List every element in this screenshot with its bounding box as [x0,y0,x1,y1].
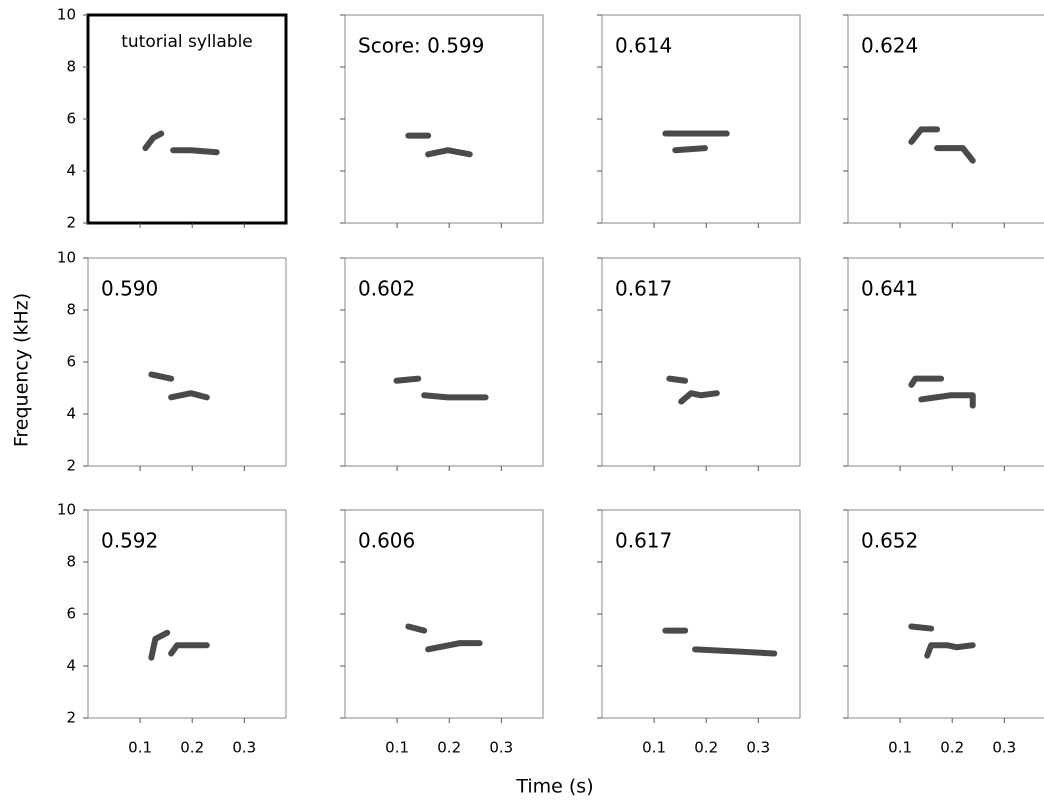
syllable-trace [908,375,945,388]
syllable-trace [692,646,778,657]
y-tick-label: 8 [66,301,76,319]
panel-label: tutorial syllable [121,32,253,52]
y-tick-label: 10 [57,501,76,519]
panel-label: Score: 0.599 [358,34,484,58]
panel-frame [601,257,801,467]
panel-frame [87,257,287,467]
syllable-trace [148,371,175,382]
syllable-trace [170,147,220,156]
y-tick-label: 4 [66,657,76,675]
syllable-trace [168,642,210,657]
syllable-trace [393,375,422,384]
y-tick-label: 10 [57,6,76,24]
x-tick-label: 0.2 [940,739,964,757]
y-tick-label: 2 [66,457,76,475]
y-tick-label: 2 [66,214,76,232]
x-axis-label: Time (s) [515,776,593,798]
x-tick-label: 0.3 [992,739,1016,757]
y-tick-label: 6 [66,353,76,371]
x-tick-label: 0.3 [489,739,513,757]
syllable-trace [168,390,210,401]
panel-label: 0.624 [861,34,918,58]
panel-frame [344,509,544,719]
x-tick-label: 0.3 [232,739,256,757]
y-tick-label: 8 [66,58,76,76]
panel-frame [87,509,287,719]
panel-label: 0.606 [358,529,415,553]
syllable-trace [142,130,165,152]
x-tick-label: 0.2 [180,739,204,757]
panel-label: 0.652 [861,529,918,553]
syllable-trace [405,623,428,634]
syllable-trace [918,392,976,409]
syllable-trace [908,623,935,632]
y-tick-label: 6 [66,110,76,128]
y-tick-label: 4 [66,405,76,423]
x-tick-label: 0.3 [746,739,770,757]
syllable-trace [924,642,976,659]
panel-label: 0.641 [861,277,918,301]
y-tick-label: 6 [66,605,76,623]
panel-frame [847,14,1044,224]
syllable-trace [148,629,171,661]
y-axis-label: Frequency (kHz) [11,293,33,447]
panel-frame [344,14,544,224]
syllable-trace [425,640,483,653]
syllable-trace [934,145,976,164]
y-tick-label: 8 [66,553,76,571]
panel-label: 0.614 [615,34,672,58]
x-tick-label: 0.2 [437,739,461,757]
panel-label: 0.590 [101,277,158,301]
panel-frame [601,14,801,224]
panel-label: 0.592 [101,529,158,553]
x-tick-label: 0.1 [128,739,152,757]
panel-frame [86,13,288,225]
y-tick-label: 2 [66,709,76,727]
syllable-trace [678,390,720,405]
y-tick-label: 4 [66,162,76,180]
panel-frame [847,509,1044,719]
x-tick-label: 0.1 [642,739,666,757]
x-tick-label: 0.1 [888,739,912,757]
syllable-trace [672,145,708,154]
panel-label: 0.617 [615,529,672,553]
x-tick-label: 0.1 [385,739,409,757]
syllable-trace [421,392,489,401]
y-tick-label: 10 [57,249,76,267]
syllable-trace [908,126,941,145]
panel-frame [601,509,801,719]
syllable-trace [666,375,689,384]
x-tick-label: 0.2 [694,739,718,757]
panel-label: 0.617 [615,277,672,301]
panel-frame [847,257,1044,467]
syllable-trace [425,147,473,158]
panel-label: 0.602 [358,277,415,301]
